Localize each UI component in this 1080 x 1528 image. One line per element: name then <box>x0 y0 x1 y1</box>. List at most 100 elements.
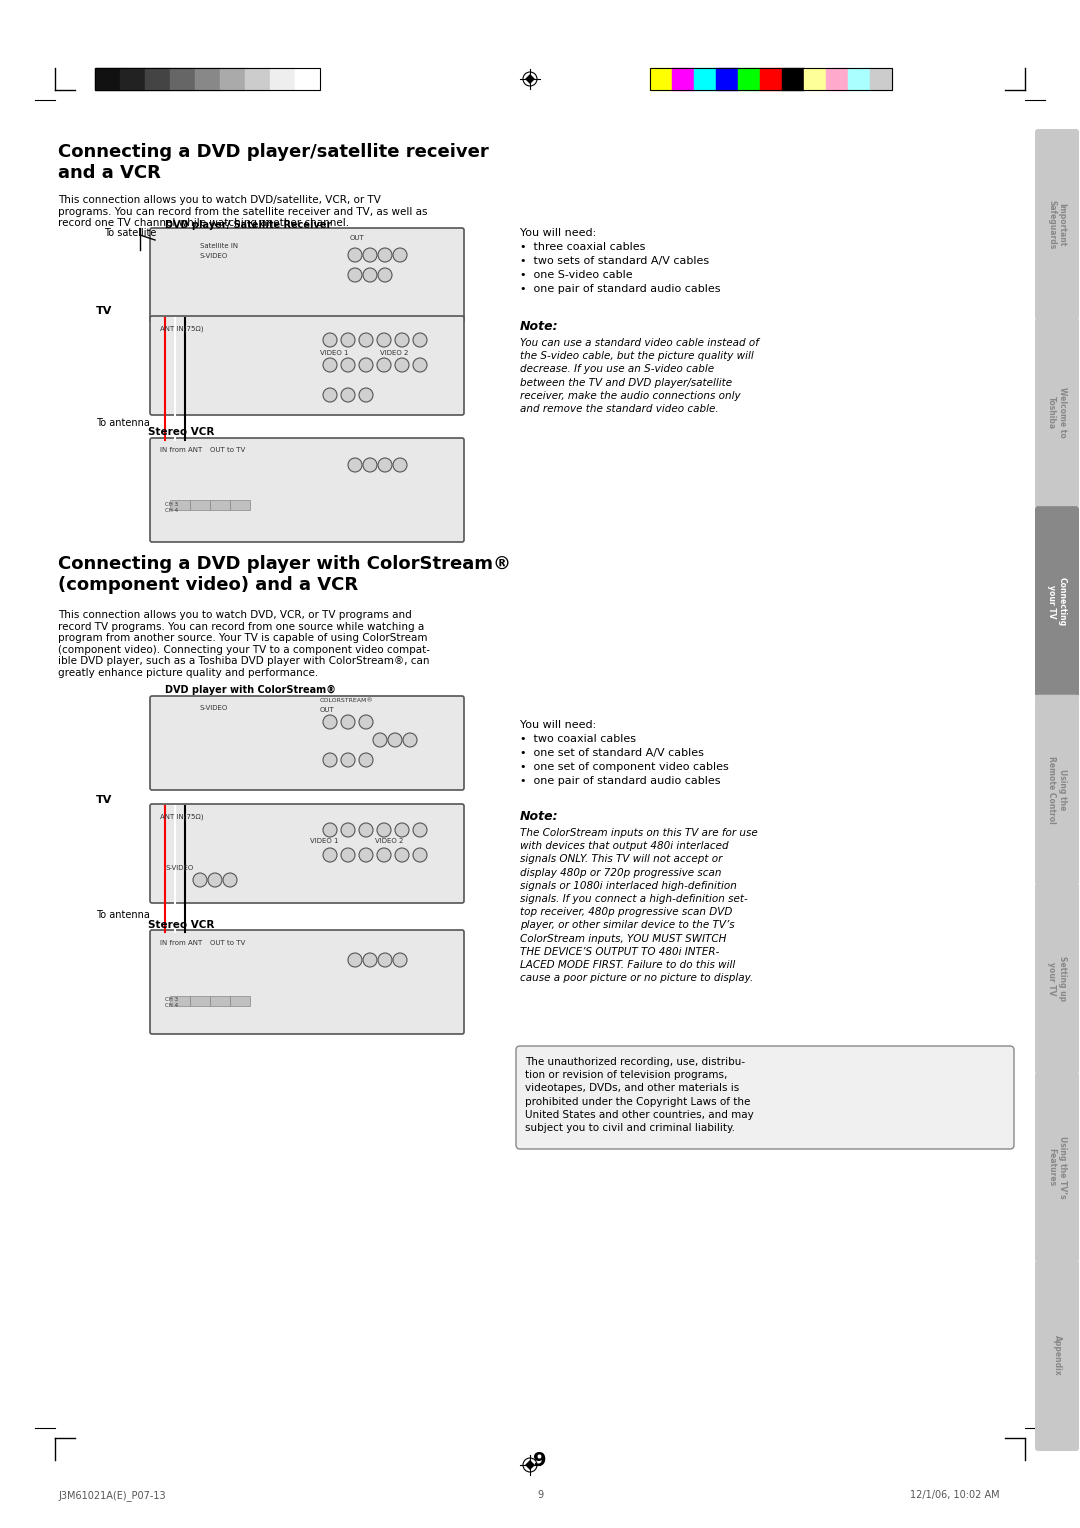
Circle shape <box>341 715 355 729</box>
Bar <box>170 69 195 90</box>
Bar <box>738 69 760 90</box>
Circle shape <box>359 358 373 371</box>
Text: Using the
Remote Control: Using the Remote Control <box>1048 756 1067 824</box>
Text: Welcome to
Toshiba: Welcome to Toshiba <box>1048 388 1067 439</box>
Polygon shape <box>525 1459 535 1470</box>
Text: To satellite: To satellite <box>104 228 157 238</box>
Circle shape <box>378 267 392 283</box>
Text: S-VIDEO: S-VIDEO <box>200 254 228 260</box>
Text: 12/1/06, 10:02 AM: 12/1/06, 10:02 AM <box>910 1490 1000 1500</box>
Bar <box>230 500 249 510</box>
Text: TV: TV <box>96 795 112 805</box>
Circle shape <box>341 358 355 371</box>
Text: S-VIDEO: S-VIDEO <box>165 865 193 871</box>
Circle shape <box>413 358 427 371</box>
Bar <box>760 69 782 90</box>
Circle shape <box>323 388 337 402</box>
Text: Connecting
your TV: Connecting your TV <box>1048 578 1067 626</box>
Circle shape <box>413 333 427 347</box>
Circle shape <box>359 848 373 862</box>
Circle shape <box>341 388 355 402</box>
Circle shape <box>393 953 407 967</box>
Bar <box>195 69 220 90</box>
Bar <box>245 69 270 90</box>
Circle shape <box>395 824 409 837</box>
Bar <box>145 69 170 90</box>
Bar <box>295 69 320 90</box>
Circle shape <box>363 248 377 261</box>
Circle shape <box>341 824 355 837</box>
Circle shape <box>377 824 391 837</box>
Text: You can use a standard video cable instead of
the S-video cable, but the picture: You can use a standard video cable inste… <box>519 338 759 414</box>
Bar <box>170 996 190 1005</box>
Bar <box>672 69 694 90</box>
Bar <box>220 69 245 90</box>
Text: ANT IN(75Ω): ANT IN(75Ω) <box>160 325 203 332</box>
Bar <box>826 69 848 90</box>
Bar <box>190 996 210 1005</box>
Text: TV: TV <box>96 306 112 316</box>
Circle shape <box>377 848 391 862</box>
Text: To antenna: To antenna <box>96 911 150 920</box>
FancyBboxPatch shape <box>150 695 464 790</box>
Bar <box>848 69 870 90</box>
Circle shape <box>373 733 387 747</box>
Circle shape <box>222 872 237 886</box>
Text: This connection allows you to watch DVD/satellite, VCR, or TV
programs. You can : This connection allows you to watch DVD/… <box>58 196 428 228</box>
FancyBboxPatch shape <box>150 316 464 416</box>
Circle shape <box>388 733 402 747</box>
Text: CH 3
CH 4: CH 3 CH 4 <box>165 503 178 513</box>
Text: IN from ANT: IN from ANT <box>160 940 202 946</box>
Circle shape <box>323 358 337 371</box>
FancyBboxPatch shape <box>1035 883 1079 1074</box>
Circle shape <box>395 333 409 347</box>
FancyBboxPatch shape <box>1035 1071 1079 1262</box>
Bar <box>210 996 230 1005</box>
Text: DVD player/ Satellite Receiver: DVD player/ Satellite Receiver <box>165 220 332 231</box>
Text: Connecting a DVD player/satellite receiver
and a VCR: Connecting a DVD player/satellite receiv… <box>58 144 489 182</box>
Circle shape <box>359 388 373 402</box>
Circle shape <box>348 267 362 283</box>
Circle shape <box>348 248 362 261</box>
Bar <box>870 69 892 90</box>
Circle shape <box>323 848 337 862</box>
Circle shape <box>363 953 377 967</box>
Bar <box>120 69 145 90</box>
Circle shape <box>323 715 337 729</box>
Circle shape <box>378 458 392 472</box>
Bar <box>210 500 230 510</box>
Text: You will need:
•  two coaxial cables
•  one set of standard A/V cables
•  one se: You will need: • two coaxial cables • on… <box>519 720 729 785</box>
Text: DVD player with ColorStream®: DVD player with ColorStream® <box>165 685 336 695</box>
Circle shape <box>403 733 417 747</box>
Text: VIDEO 2: VIDEO 2 <box>380 350 408 356</box>
Bar <box>230 996 249 1005</box>
Circle shape <box>363 267 377 283</box>
Circle shape <box>323 753 337 767</box>
Circle shape <box>378 248 392 261</box>
Text: J3M61021A(E)_P07-13: J3M61021A(E)_P07-13 <box>58 1490 165 1500</box>
Circle shape <box>348 458 362 472</box>
Circle shape <box>359 715 373 729</box>
FancyBboxPatch shape <box>150 931 464 1034</box>
Text: IN from ANT: IN from ANT <box>160 448 202 452</box>
Bar <box>190 500 210 510</box>
Text: CH 3
CH 4: CH 3 CH 4 <box>165 998 178 1008</box>
Circle shape <box>341 333 355 347</box>
FancyBboxPatch shape <box>150 439 464 542</box>
Circle shape <box>323 824 337 837</box>
Bar <box>694 69 716 90</box>
Text: VIDEO 2: VIDEO 2 <box>375 837 403 843</box>
Circle shape <box>348 953 362 967</box>
Polygon shape <box>525 73 535 84</box>
Circle shape <box>323 333 337 347</box>
Text: 9: 9 <box>534 1450 546 1470</box>
Circle shape <box>359 333 373 347</box>
Circle shape <box>359 824 373 837</box>
Text: The unauthorized recording, use, distribu-
tion or revision of television progra: The unauthorized recording, use, distrib… <box>525 1057 754 1132</box>
Text: VIDEO 1: VIDEO 1 <box>320 350 349 356</box>
Bar <box>95 69 120 90</box>
Text: You will need:
•  three coaxial cables
•  two sets of standard A/V cables
•  one: You will need: • three coaxial cables • … <box>519 228 720 293</box>
Bar <box>270 69 295 90</box>
Text: OUT: OUT <box>350 235 365 241</box>
Text: This connection allows you to watch DVD, VCR, or TV programs and
record TV progr: This connection allows you to watch DVD,… <box>58 610 430 678</box>
